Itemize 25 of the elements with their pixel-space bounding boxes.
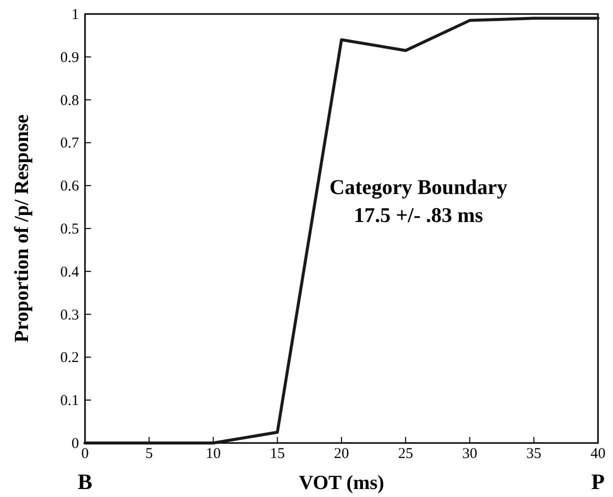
x-tick-label: 25 <box>398 446 414 462</box>
y-axis-title: Proportion of /p/ Response <box>11 114 33 342</box>
y-tick-label: 0.2 <box>60 350 79 366</box>
annotation: Category Boundary 17.5 +/- .83 ms <box>329 175 508 228</box>
y-tick-label: 0.6 <box>60 178 80 195</box>
x-axis-title: VOT (ms) <box>298 472 384 494</box>
text: B <box>78 469 93 494</box>
text: P <box>591 469 605 494</box>
y-tick-label: 0.5 <box>60 222 79 238</box>
y-tick-label: 0.8 <box>60 92 79 109</box>
x-tick-label: 35 <box>526 446 542 462</box>
y-tick-label: 0.1 <box>60 393 79 410</box>
x-tick-label: 40 <box>590 446 606 462</box>
y-tick-label: 0.9 <box>60 50 79 66</box>
x-tick-label: 5 <box>145 446 153 462</box>
y-tick-label: 1 <box>72 7 79 23</box>
y-tick-label: 0 <box>72 436 79 452</box>
y-tick-label: 0.7 <box>60 136 80 152</box>
x-tick-label: 15 <box>270 446 285 462</box>
y-tick-label: 0.4 <box>60 264 80 280</box>
x-tick-label: 10 <box>206 446 221 462</box>
line-series <box>84 16 600 444</box>
x-tick-label: 20 <box>334 446 349 462</box>
y-tick-label: 0.3 <box>60 307 79 324</box>
x-tick-label: 30 <box>462 446 478 462</box>
